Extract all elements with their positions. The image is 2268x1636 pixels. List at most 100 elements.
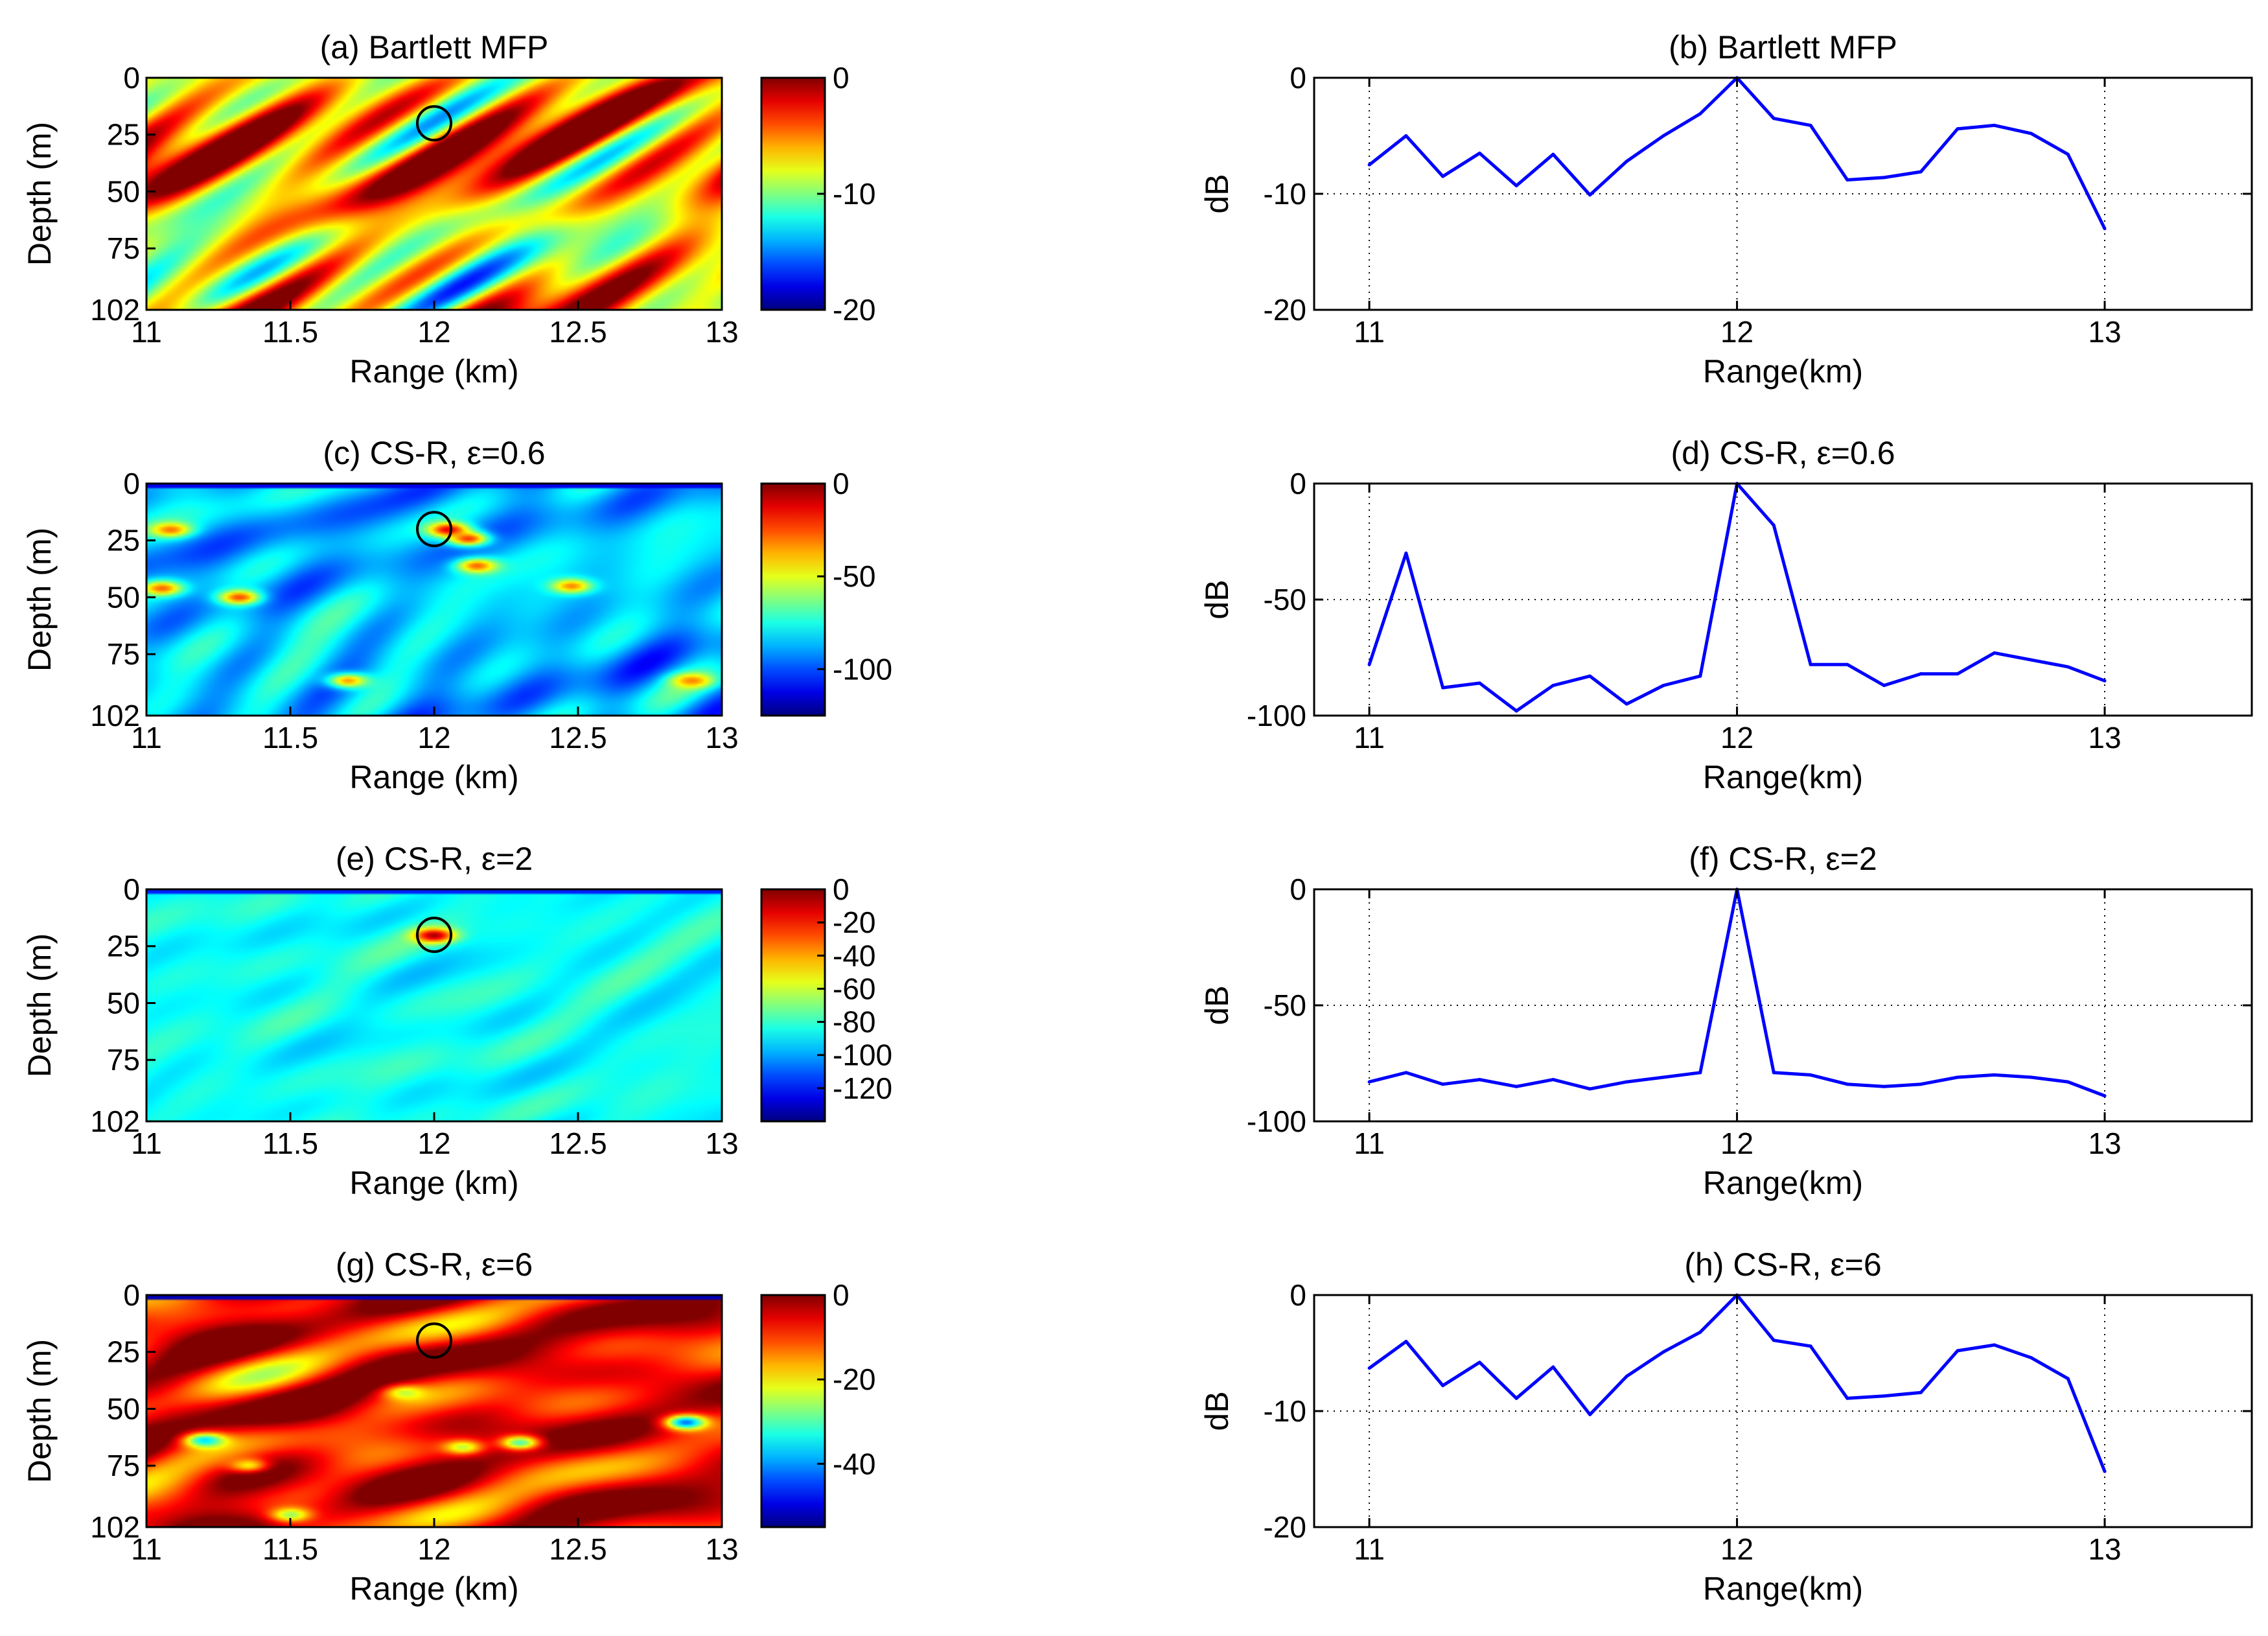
source-marker <box>416 105 452 142</box>
y-tick-label: 102 <box>90 1510 140 1544</box>
x-tick-label: 11 <box>1354 721 1385 754</box>
data-point <box>1551 152 1555 156</box>
colorbar-tick-label: -40 <box>833 1447 875 1480</box>
y-tick-label: 0 <box>1290 61 1306 95</box>
x-tick-label: 11 <box>131 315 162 349</box>
x-tick-label: 11 <box>131 721 162 754</box>
line-panel-f: (f) CS-R, ε=2 11 12 13 0 -50 -100 Range(km) dB <box>1199 841 2253 1201</box>
chart-title: (h) CS-R, ε=6 <box>1684 1246 1881 1283</box>
data-point <box>1993 1073 1996 1077</box>
y-axis-label: dB <box>1199 985 1235 1025</box>
data-point <box>1661 134 1665 137</box>
data-point <box>1477 681 1481 685</box>
colorbar-tick-label: -40 <box>833 939 875 972</box>
x-tick-label: 13 <box>705 1127 738 1160</box>
data-point <box>1441 1384 1445 1388</box>
colorbar-tick-label: -20 <box>833 293 875 327</box>
x-tick-label: 12.5 <box>549 1127 607 1160</box>
data-point <box>1698 1071 1702 1075</box>
x-tick-label: 12.5 <box>549 721 607 754</box>
x-tick-label: 12 <box>417 1532 450 1566</box>
data-point <box>1919 1390 1923 1394</box>
data-point <box>1772 117 1776 121</box>
data-point <box>1919 170 1923 174</box>
data-point <box>1367 1080 1371 1084</box>
plot-background <box>1314 1295 2252 1527</box>
colorbar <box>760 76 826 311</box>
data-point <box>1698 1330 1702 1334</box>
y-tick-label: 0 <box>123 1278 140 1312</box>
data-point <box>1551 1365 1555 1369</box>
data-point <box>1477 151 1481 155</box>
data-point <box>2030 1356 2033 1360</box>
data-point <box>1993 651 1996 655</box>
y-tick-label: 0 <box>123 467 140 500</box>
x-tick-label: 13 <box>705 1532 738 1566</box>
data-point <box>1404 551 1408 555</box>
data-point <box>2103 1094 2107 1098</box>
data-point <box>2103 227 2107 231</box>
y-tick-label: 0 <box>1290 872 1306 906</box>
chart-title: (b) Bartlett MFP <box>1669 29 1897 65</box>
colorbar-tick-label: -100 <box>833 1038 892 1072</box>
data-point <box>1698 674 1702 678</box>
colorbar-tick-label: -100 <box>833 652 892 686</box>
chart-title: (d) CS-R, ε=0.6 <box>1671 435 1895 471</box>
y-tick-label: -100 <box>1247 699 1306 732</box>
data-point <box>1661 1075 1665 1079</box>
plot-background <box>1314 889 2252 1121</box>
y-tick-label: 0 <box>123 61 140 95</box>
data-point <box>1661 683 1665 687</box>
data-point <box>1993 123 1996 127</box>
data-point <box>1551 1078 1555 1082</box>
y-axis-label: dB <box>1199 174 1235 213</box>
x-tick-label: 11.5 <box>262 315 318 349</box>
chart-title: (f) CS-R, ε=2 <box>1689 841 1877 877</box>
data-point <box>2066 665 2070 669</box>
y-tick-label: 25 <box>107 524 140 557</box>
data-point <box>1772 1071 1776 1075</box>
y-axis-label: dB <box>1199 1391 1235 1431</box>
y-axis-label: Depth (m) <box>21 1339 58 1483</box>
plot-background <box>1314 484 2252 716</box>
data-point <box>1625 702 1628 706</box>
x-tick-label: 11.5 <box>262 721 318 754</box>
y-tick-label: -100 <box>1247 1104 1306 1138</box>
heatmap-panel-e: (e) CS-R, ε=2 11 11.5 12 12.5 13 0 25 50 75 102 Ran… <box>21 841 892 1201</box>
line-panel-h: (h) CS-R, ε=6 11 12 13 0 -10 -20 Range(km) dB <box>1199 1246 2253 1607</box>
x-tick-label: 12.5 <box>549 1532 607 1566</box>
x-tick-label: 12 <box>417 721 450 754</box>
y-tick-label: 50 <box>107 1392 140 1425</box>
y-tick-label: 25 <box>107 929 140 963</box>
y-axis-label: dB <box>1199 579 1235 619</box>
data-point <box>1477 1361 1481 1364</box>
data-point <box>1551 683 1555 687</box>
x-tick-label: 13 <box>2088 721 2121 754</box>
data-point <box>1588 674 1592 678</box>
x-axis-label: Range(km) <box>1703 1165 1863 1201</box>
data-point <box>1367 163 1371 167</box>
data-point <box>1698 111 1702 115</box>
data-point <box>1514 709 1518 713</box>
y-tick-label: 50 <box>107 174 140 208</box>
data-point <box>2030 658 2033 662</box>
chart-title: (g) CS-R, ε=6 <box>336 1246 533 1283</box>
data-point <box>1625 1080 1628 1084</box>
data-point <box>1919 672 1923 676</box>
colorbar-tick-label: -60 <box>833 972 875 1005</box>
data-point <box>1441 174 1445 178</box>
x-tick-label: 13 <box>2088 1532 2121 1566</box>
x-tick-label: 12 <box>417 315 450 349</box>
data-point <box>1588 1087 1592 1091</box>
data-point <box>1809 662 1812 666</box>
data-point <box>1919 1082 1923 1086</box>
x-axis-label: Range (km) <box>349 1571 518 1607</box>
y-tick-label: 102 <box>90 699 140 732</box>
line-panel-d: (d) CS-R, ε=0.6 11 12 13 0 -50 -100 Range(km) dB <box>1199 435 2253 795</box>
colorbar-tick-label: -50 <box>833 559 875 593</box>
colorbar-tick-label: 0 <box>833 872 850 906</box>
data-point <box>2066 1377 2070 1381</box>
x-tick-label: 11 <box>1354 1127 1385 1160</box>
data-point <box>2030 1075 2033 1079</box>
